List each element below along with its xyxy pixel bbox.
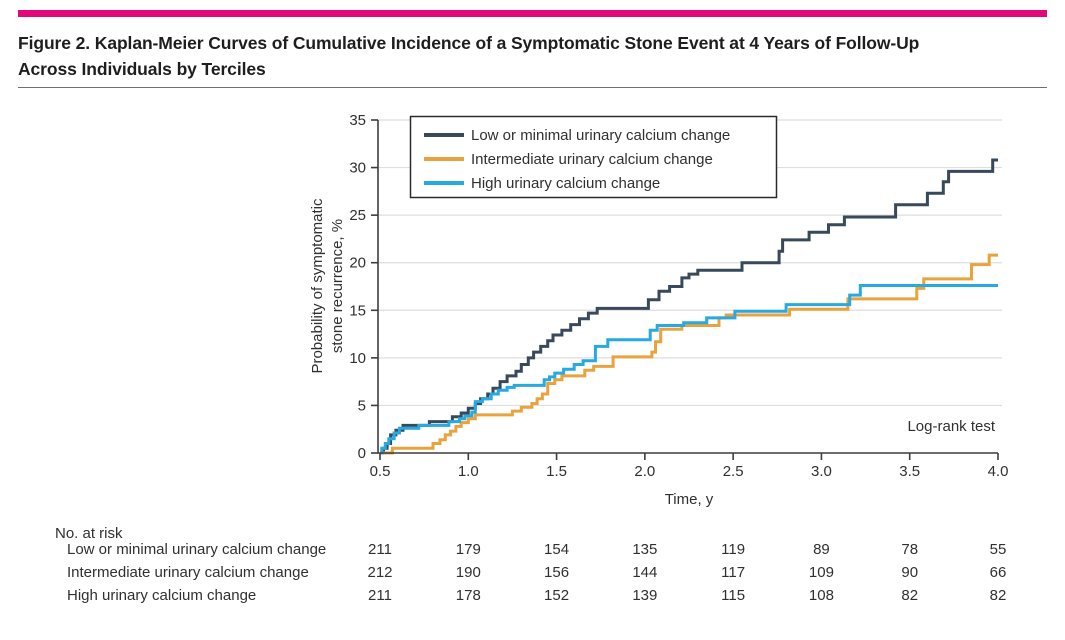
y-tick-label: 10 (349, 350, 366, 367)
log-rank-annotation: Log-rank test (907, 418, 995, 435)
legend-label-0: Low or minimal urinary calcium change (471, 127, 730, 144)
legend-box (409, 115, 778, 199)
risk-count: 152 (544, 587, 569, 604)
figure-title-line1: Figure 2. Kaplan-Meier Curves of Cumulat… (18, 33, 920, 53)
y-axis-title-line2: stone recurrence, % (329, 219, 346, 353)
risk-count: 55 (990, 541, 1007, 558)
y-tick-label: 30 (349, 160, 366, 177)
risk-table-header: No. at risk (55, 525, 123, 542)
risk-count: 178 (456, 587, 481, 604)
risk-count: 82 (901, 587, 918, 604)
risk-count: 78 (901, 541, 918, 558)
legend: Low or minimal urinary calcium change Int… (409, 115, 778, 199)
risk-count: 211 (368, 541, 392, 558)
axes (371, 119, 999, 460)
legend-label-1: Intermediate urinary calcium change (471, 151, 713, 168)
risk-row-label-2: High urinary calcium change (67, 587, 256, 604)
x-tick-label: 0.5 (370, 463, 391, 480)
risk-count: 115 (721, 587, 745, 604)
x-tick-label: 1.0 (458, 463, 479, 480)
risk-count: 109 (809, 564, 834, 581)
km-curve-0 (380, 158, 998, 455)
x-tick-label: 2.5 (723, 463, 744, 480)
risk-count: 144 (632, 564, 657, 581)
risk-count: 212 (367, 564, 392, 581)
km-curve-2 (380, 284, 998, 455)
y-tick-label: 25 (349, 207, 366, 224)
risk-count: 117 (721, 564, 745, 581)
x-tick-label: 3.0 (811, 463, 832, 480)
figure-title: Figure 2. Kaplan-Meier Curves of Cumulat… (18, 30, 1047, 82)
risk-row-label-1: Intermediate urinary calcium change (67, 564, 309, 581)
risk-count: 89 (813, 541, 830, 558)
y-axis-title-line1: Probability of symptomatic (309, 198, 326, 374)
risk-count: 190 (456, 564, 481, 581)
km-curve-1 (380, 253, 998, 455)
risk-count: 135 (632, 541, 657, 558)
x-axis-title: Time, y (665, 491, 714, 508)
risk-count: 139 (632, 587, 657, 604)
km-curves (380, 158, 998, 455)
accent-bar (18, 10, 1047, 17)
legend-label-2: High urinary calcium change (471, 175, 660, 192)
y-tick-label: 20 (349, 255, 366, 272)
risk-count: 108 (809, 587, 834, 604)
risk-count: 82 (990, 587, 1007, 604)
x-tick-label: 3.5 (899, 463, 920, 480)
y-tick-label: 0 (358, 445, 366, 462)
x-tick-label: 2.0 (634, 463, 655, 480)
x-tick-label: 4.0 (988, 463, 1009, 480)
risk-count: 119 (721, 541, 745, 558)
risk-count: 156 (544, 564, 569, 581)
risk-count: 154 (544, 541, 569, 558)
y-tick-label: 5 (358, 397, 366, 414)
risk-count: 66 (990, 564, 1007, 581)
x-tick-label: 1.5 (546, 463, 567, 480)
figure-title-line2: Across Individuals by Terciles (18, 59, 266, 79)
title-divider (18, 87, 1047, 88)
y-tick-label: 15 (349, 302, 366, 319)
risk-row-label-0: Low or minimal urinary calcium change (67, 541, 326, 558)
risk-count: 179 (456, 541, 481, 558)
risk-count: 90 (901, 564, 918, 581)
risk-count: 211 (368, 587, 392, 604)
y-tick-label: 35 (349, 112, 366, 129)
tick-labels: 0 5 10 15 20 25 30 35 0.5 1.0 1.5 2.0 2.5 3.0 3.5 4.0 (349, 112, 1008, 480)
